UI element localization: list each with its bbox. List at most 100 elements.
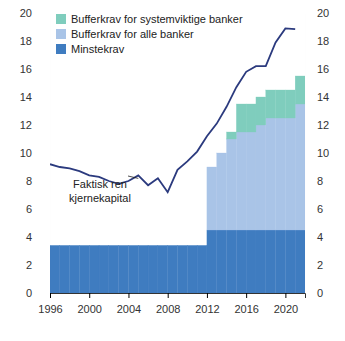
tick: 8 [305,175,323,187]
annotation: Faktisk ren kjernekapital [69,176,138,204]
legend-swatch [56,29,66,39]
axis-line [50,14,51,294]
bar [70,245,80,293]
tick-mark [168,293,169,298]
x-axis: 1996 2000 2004 2008 2012 2016 2020 [38,293,305,315]
bar [89,245,99,293]
tick-label: 2020 [274,303,298,315]
tick-label: 14 [20,91,32,103]
tick: 20 [20,7,50,19]
tick-mark [285,293,286,298]
y-axis: 0 2 4 6 8 10 12 14 16 18 20 [20,7,51,299]
tick-label: 2000 [77,303,101,315]
bar [285,90,295,118]
bar [246,230,256,293]
annotation-line: kjernekapital [69,192,131,204]
bar [207,230,217,293]
axis-line [51,294,306,299]
bar [276,118,286,230]
tick: 18 [20,35,50,47]
bar [236,104,246,132]
annotation-leader [128,176,138,178]
tick: 12 [20,119,50,131]
bar [187,245,197,293]
tick: 6 [26,203,50,215]
tick: 14 [20,91,50,103]
tick-label: 2 [317,259,323,271]
bar [295,76,305,104]
bar [158,245,168,293]
tick-label: 8 [317,175,323,187]
tick: 16 [20,63,50,75]
bar [138,245,148,293]
tick: 10 [305,147,329,159]
bar-series [50,230,305,293]
bar [109,245,119,293]
bar [276,90,286,118]
tick: 8 [26,175,50,187]
tick-label: 1996 [38,303,62,315]
tick: 10 [20,147,50,159]
tick-label: 0 [317,287,323,299]
line [50,28,295,192]
tick: 2 [305,259,323,271]
bar [227,132,237,139]
tick: 2012 [195,293,219,315]
bar [246,104,256,132]
bar [256,230,266,293]
tick: 20 [305,7,329,19]
bar [295,230,305,293]
bar [217,230,227,293]
tick: 2004 [117,293,141,315]
axis-line [305,14,306,294]
legend-swatch [56,44,66,54]
tick: 2008 [156,293,180,315]
bar [148,245,158,293]
tick-label: 0 [26,287,32,299]
bar [227,139,237,230]
tick-label: 4 [26,231,32,243]
bar [207,167,217,230]
bar [266,118,276,230]
chart: 1996200020042008201220162020024681012141… [0,0,345,341]
tick: 2016 [234,293,258,315]
tick-label: 2016 [234,303,258,315]
bar [119,245,129,293]
bar [79,245,89,293]
bar [236,132,246,230]
tick: 4 [26,231,50,243]
bar [168,245,178,293]
tick: 4 [305,231,323,243]
bar [256,97,266,125]
bar [246,132,256,230]
legend-swatch [56,14,66,24]
bar [266,230,276,293]
tick: 14 [305,91,329,103]
tick-label: 2 [26,259,32,271]
bar [128,245,138,293]
tick-mark [128,293,129,298]
plot-area [50,28,305,293]
tick-label: 2008 [156,303,180,315]
bar [227,230,237,293]
tick: 6 [305,203,323,215]
tick-label: 8 [26,175,32,187]
tick-label: 6 [317,203,323,215]
legend-label: Bufferkrav for systemviktige banker [71,13,243,25]
tick-mark [207,293,208,298]
tick: 1996 [38,293,62,315]
tick-label: 16 [317,63,329,75]
tick-label: 4 [317,231,323,243]
tick-label: 10 [317,147,329,159]
bar [178,245,188,293]
tick-label: 10 [20,147,32,159]
tick-label: 20 [20,7,32,19]
bar [295,104,305,230]
bar [60,245,70,293]
tick-mark [50,293,51,298]
tick-label: 2004 [117,303,141,315]
tick: 2 [26,259,50,271]
annotation-line: Faktisk ren [73,178,127,190]
y2-axis: 02468101214161820 [305,7,329,299]
tick-mark [246,293,247,298]
